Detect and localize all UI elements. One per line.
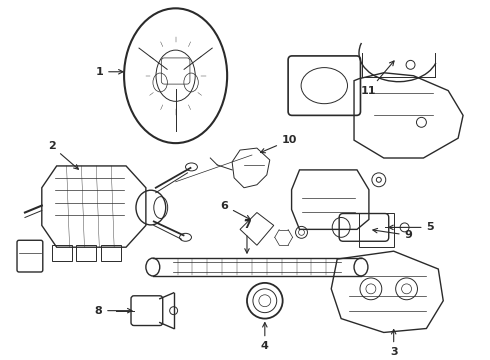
Text: 11: 11	[361, 61, 394, 96]
Text: 4: 4	[261, 323, 269, 351]
Text: 10: 10	[261, 135, 297, 153]
Text: 1: 1	[96, 67, 123, 77]
Text: 3: 3	[390, 329, 397, 357]
Text: 9: 9	[373, 229, 413, 240]
Text: 7: 7	[243, 220, 251, 253]
Text: 2: 2	[48, 141, 78, 169]
Text: 5: 5	[389, 222, 434, 233]
Text: 6: 6	[220, 201, 250, 220]
Text: 8: 8	[95, 306, 132, 316]
